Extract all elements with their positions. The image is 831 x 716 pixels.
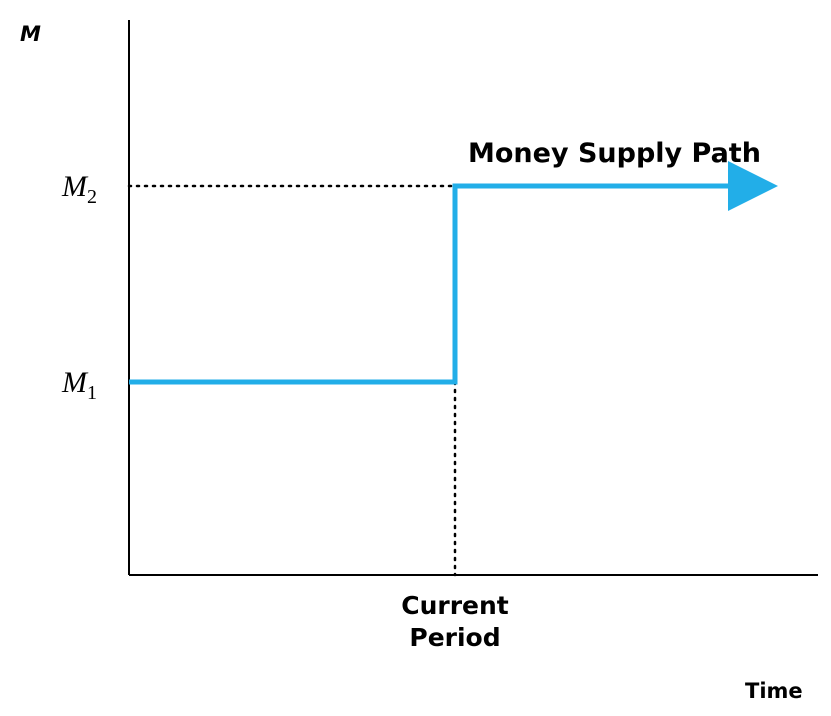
y-axis-label: M (20, 22, 41, 46)
series-layer (129, 161, 778, 385)
money-supply-path-line (129, 161, 778, 385)
series-labels: Money Supply Path (468, 138, 761, 169)
y-tick-label-m2: M2 (61, 170, 97, 208)
x-tick-label-line-1: Current (401, 591, 509, 620)
tick-labels: M1 M2 Current Period (61, 170, 509, 652)
y-tick-label-m1: M1 (61, 366, 97, 404)
x-tick-label-line-2: Period (409, 623, 500, 652)
series-label-money-supply-path: Money Supply Path (468, 138, 761, 169)
x-axis-label: Time (745, 679, 803, 703)
guide-lines (127, 184, 457, 577)
